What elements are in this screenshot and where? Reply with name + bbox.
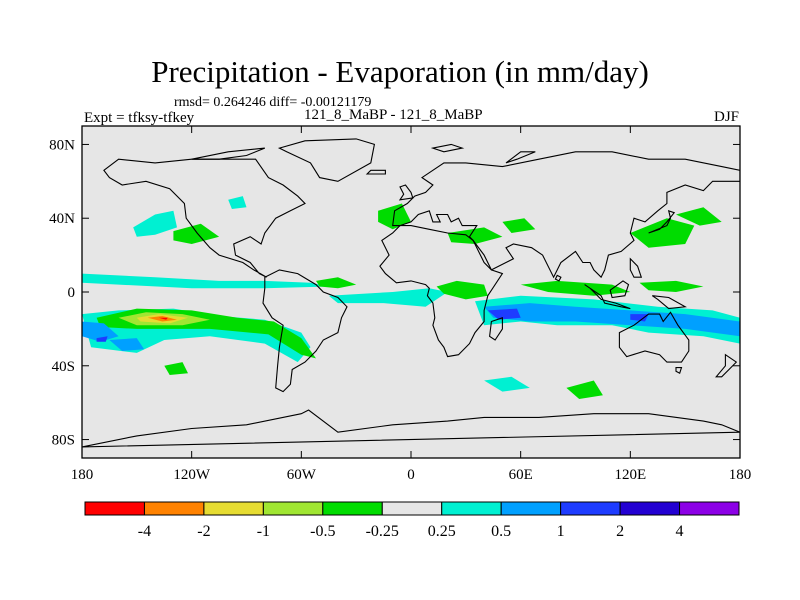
y-tick-label: 40N xyxy=(49,211,75,227)
contour-region-pacific-sh-band-orange xyxy=(147,316,177,322)
contour-region-itcz-north-cyan xyxy=(82,273,329,289)
contour-fills xyxy=(82,196,740,399)
colorbar-swatch xyxy=(679,501,740,516)
x-tick-label: 60W xyxy=(287,467,317,483)
contour-region-south-pacific-green xyxy=(164,362,188,375)
contour-region-north-pacific-cyan2 xyxy=(228,196,247,209)
contour-region-africa-equatorial-green xyxy=(436,280,488,300)
contour-region-north-pacific-green xyxy=(173,223,220,244)
coastline-new-zealand xyxy=(715,353,738,378)
contour-region-pacific-sh-band-red xyxy=(158,317,168,320)
x-tick-label: 0 xyxy=(407,467,415,483)
contour-region-east-asia-green2 xyxy=(676,207,722,226)
coastline-indonesia xyxy=(584,284,631,310)
contour-region-indian-ocean-dark xyxy=(487,308,521,320)
coastline-madagascar xyxy=(489,317,503,341)
coastlines xyxy=(82,138,740,448)
coastline-tasmania xyxy=(675,367,683,374)
coastline-africa xyxy=(379,225,504,358)
contour-region-atlantic-equatorial-cyan xyxy=(328,288,448,307)
x-tick-label: 60E xyxy=(509,467,533,483)
colorbar-swatch xyxy=(619,501,681,516)
contour-region-north-pacific-cyan xyxy=(133,210,177,237)
chart-title: Precipitation - Evaporation (in mm/day) xyxy=(151,54,649,89)
colorbar-swatch xyxy=(143,501,205,516)
contour-region-pacific-sw-dark xyxy=(96,336,108,342)
colorbar-label: -2 xyxy=(197,523,210,540)
colorbar-swatch xyxy=(381,501,443,516)
colorbar-swatch xyxy=(560,501,621,516)
colorbar-swatch xyxy=(500,501,562,516)
contour-region-itcz-atlantic-green xyxy=(316,277,357,289)
coastline-novaya-zemlya xyxy=(505,151,536,164)
colorbar-swatch xyxy=(441,501,502,516)
contour-region-east-asia-green xyxy=(630,218,695,248)
x-tick-label: 120E xyxy=(614,467,646,483)
coastline-arctic-islands xyxy=(191,147,266,160)
contour-region-south-indian-green xyxy=(566,380,603,399)
colorbar-label: 4 xyxy=(676,523,684,540)
contour-region-indian-ocean-dark2 xyxy=(630,314,649,322)
coastline-greenland xyxy=(277,138,376,182)
contour-region-indian-ocean-blue xyxy=(484,303,740,337)
run-label: 121_8_MaBP - 121_8_MaBP xyxy=(304,107,483,123)
y-tick-label: 40S xyxy=(52,359,75,375)
y-tick-label: 0 xyxy=(68,285,76,301)
colorbar-label: 1 xyxy=(557,523,565,540)
contour-region-arabian-green xyxy=(502,218,536,233)
colorbar-label: -4 xyxy=(138,523,151,540)
colorbar-swatch xyxy=(84,501,145,516)
experiment-label: Expt = tfksy-tfkey xyxy=(84,110,195,126)
season-label: DJF xyxy=(713,109,739,125)
colorbar-label: -0.25 xyxy=(366,523,399,540)
coastline-svalbard xyxy=(430,143,465,153)
colorbar-swatch xyxy=(203,501,264,516)
stats-subtitle: rmsd= 0.264246 diff= -0.00121179 xyxy=(174,95,372,110)
colorbar-swatch xyxy=(322,501,383,516)
contour-region-north-atlantic-green xyxy=(378,203,411,230)
coastline-philippines xyxy=(629,257,643,278)
colorbar-label: -0.5 xyxy=(310,523,335,540)
contour-region-mediterranean-green xyxy=(447,227,503,244)
coastline-iceland xyxy=(365,169,386,175)
coastline-eurasia xyxy=(392,151,740,279)
coastline-new-guinea xyxy=(651,295,687,310)
axis-ticks: 180 120W 60W 0 60E 120E 180 80N 40N 0 40S 80S xyxy=(49,126,751,483)
x-tick-label: 180 xyxy=(729,467,752,483)
colorbar-label: 0.25 xyxy=(428,523,456,540)
coastline-sri-lanka xyxy=(554,274,562,282)
contour-region-maritime-continent-green2 xyxy=(639,280,704,292)
contour-region-pacific-sw-blue2 xyxy=(109,338,145,351)
coastline-south-america xyxy=(262,269,348,393)
contour-region-south-atlantic-cyan xyxy=(484,376,530,392)
contour-region-maritime-continent-green xyxy=(520,280,631,296)
coastline-north-america xyxy=(103,158,306,278)
coastline-japan xyxy=(648,209,676,234)
x-tick-label: 180 xyxy=(71,467,94,483)
coastline-antarctica xyxy=(82,409,740,448)
y-tick-label: 80N xyxy=(49,137,75,153)
y-tick-label: 80S xyxy=(52,433,75,449)
colorbar-label: -1 xyxy=(257,523,270,540)
colorbar-label: 2 xyxy=(616,523,624,540)
coastline-uk xyxy=(398,184,414,201)
colorbar: -4 -2 -1 -0.5 -0.25 0.25 0.5 1 2 4 xyxy=(84,501,740,540)
coastline-borneo xyxy=(609,280,630,299)
coastline-australia xyxy=(618,311,690,363)
colorbar-swatch xyxy=(262,501,324,516)
x-tick-label: 120W xyxy=(173,467,211,483)
contour-region-pacific-sw-blue xyxy=(82,321,119,342)
colorbar-label: 0.5 xyxy=(491,523,511,540)
